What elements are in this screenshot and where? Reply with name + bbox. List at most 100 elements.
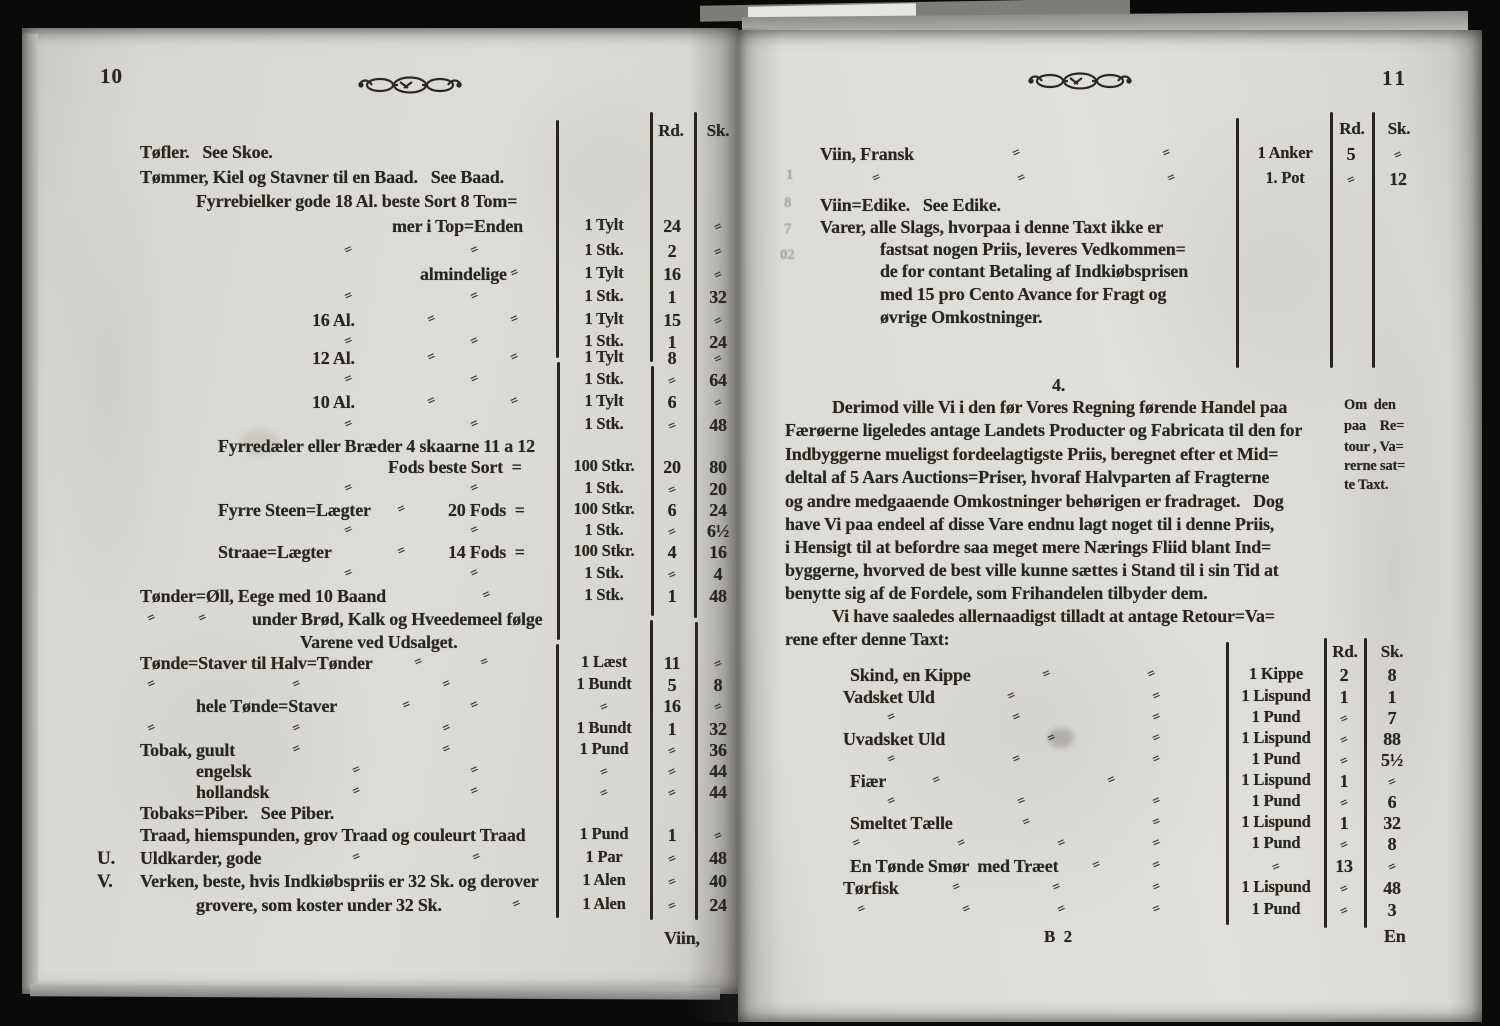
paragraph-line: byggerne, hvorved de best ville kunne sæ… [785, 560, 1279, 580]
row-label: Fyrrebielker gode 18 Al. beste Sort 8 To… [196, 191, 518, 211]
rd-cell: 16 [663, 264, 681, 284]
row-label: Uvadsket Uld [843, 729, 946, 749]
rd-cell: 11 [663, 653, 681, 673]
catchword-right: En [1384, 926, 1406, 946]
deckle-edge-left [22, 34, 38, 986]
paragraph-line: Derimod ville Vi i den før Vores Regning… [832, 397, 1288, 417]
row-label: almindelige [420, 264, 507, 284]
row-label: 12 Al. [312, 348, 355, 368]
row-label: Viin, Fransk [820, 144, 914, 164]
margin-note-line: te Taxt. [1344, 477, 1389, 493]
section-number: 4. [1052, 375, 1066, 395]
row-label: Tobaks=Piber. See Piber. [140, 803, 335, 823]
row-label: Traad, hiemspunden, grov Traad og couleu… [140, 825, 526, 845]
row-label: Smeltet Tælle [850, 813, 953, 833]
rd-cell: 20 [663, 457, 681, 477]
table-rule [651, 366, 654, 616]
table-rule [1226, 642, 1229, 925]
unit-cell: 1 Tylt [584, 215, 624, 234]
table-rule [1364, 638, 1367, 928]
unit-cell: 1 Stk. [584, 331, 624, 350]
margin-note-line: tour , Va= [1344, 439, 1404, 455]
sk-cell: 6½ [706, 521, 730, 541]
sk-cell: 8 [1387, 665, 1397, 685]
rd-cell: 4 [667, 542, 677, 562]
column-header-sk: Sk. [706, 121, 730, 140]
unit-cell: 1 Bundt [576, 718, 632, 737]
column-header-rd: Rd. [658, 121, 684, 140]
row-label: 20 Fods = [448, 500, 525, 520]
sk-cell: 88 [1383, 729, 1401, 749]
row-label: Tøfler. See Skoe. [140, 142, 273, 162]
row-label: Vadsket Uld [843, 687, 935, 707]
unit-cell: 1 Bundt [576, 674, 632, 693]
rd-cell: 24 [663, 216, 681, 236]
margin-note-line: rerne sat= [1344, 458, 1406, 474]
row-label: 16 Al. [312, 310, 355, 330]
unit-cell: 1 Kippe [1248, 664, 1304, 683]
margin-letter: V. [97, 871, 113, 892]
sk-cell: 44 [709, 761, 727, 781]
table-rule [1236, 118, 1239, 368]
rd-cell: 2 [667, 241, 677, 261]
unit-cell: 1. Pot [1265, 168, 1305, 187]
column-header-sk: Sk. [1387, 119, 1411, 138]
row-label: 14 Fods = [448, 542, 525, 562]
unit-cell: 1 Tylt [584, 309, 624, 328]
unit-cell: 1 Stk. [584, 478, 624, 497]
sk-cell: 32 [709, 719, 727, 739]
row-label: Varene ved Udsalget. [300, 632, 458, 652]
row-label: Verken, beste, hvis Indkiøbspriis er 32 … [140, 871, 539, 891]
table-rule [695, 622, 698, 920]
paragraph-line: i Hensigt til at befordre saa meget mere… [785, 537, 1272, 557]
table-rule [556, 120, 559, 358]
rd-cell: 1 [667, 825, 677, 845]
row-label: under Brød, Kalk og Hveedemeel følge [252, 609, 543, 629]
rd-cell: 1 [1339, 771, 1349, 791]
row-label: hollandsk [196, 782, 270, 802]
table-rule [1372, 112, 1375, 368]
table-rule [694, 112, 697, 618]
sk-cell: 1 [1387, 687, 1397, 707]
unit-cell: 1 Pund [1251, 833, 1301, 852]
paragraph-line: rene efter denne Taxt: [785, 629, 950, 649]
sk-cell: 8 [1387, 834, 1397, 854]
rd-cell: 1 [1339, 687, 1349, 707]
margin-letter: U. [97, 848, 116, 869]
rd-cell: 15 [663, 310, 681, 330]
unit-cell: 1 Lispund [1241, 877, 1311, 896]
table-rule [650, 112, 653, 362]
sk-cell: 64 [709, 370, 727, 390]
unit-cell: 1 Stk. [584, 585, 624, 604]
page-number-right: 11 [1382, 66, 1408, 90]
unit-cell: 1 Tylt [584, 347, 624, 366]
rd-cell: 6 [667, 392, 677, 412]
margin-note-line: Om den [1344, 397, 1396, 413]
column-header-rd: Rd. [1332, 642, 1358, 661]
paper-stain [240, 430, 280, 456]
table-rule [1324, 638, 1327, 928]
unit-cell: 1 Lispund [1241, 812, 1311, 831]
unit-cell: 1 Lispund [1241, 686, 1311, 705]
headpiece-ornament [1028, 72, 1132, 90]
sk-cell: 7 [1387, 708, 1397, 728]
table-rule [1330, 112, 1333, 368]
rd-cell: 5 [1346, 144, 1356, 164]
left-page [22, 28, 738, 994]
unit-cell: 1 Lispund [1241, 728, 1311, 747]
unit-cell: 1 Pund [1251, 899, 1301, 918]
rd-cell: 1 [667, 332, 677, 352]
sk-cell: 48 [709, 586, 727, 606]
unit-cell: 1 Alen [582, 894, 626, 913]
unit-cell: 100 Stkr. [573, 541, 635, 560]
row-label: Tobak, guult [140, 740, 235, 760]
paragraph-line: og andre medgaaende Omkostninger behørig… [785, 491, 1284, 511]
rd-cell: 16 [663, 696, 681, 716]
row-label: Tørfisk [843, 878, 899, 898]
paragraph-line: Indbyggerne mueligst fordeelagtigste Pri… [785, 444, 1279, 464]
sk-cell: 48 [709, 415, 727, 435]
unit-cell: 1 Stk. [584, 520, 624, 539]
bleedthrough-digit: 7 [784, 221, 792, 237]
sk-cell: 80 [709, 457, 727, 477]
unit-cell: 1 Stk. [584, 414, 624, 433]
